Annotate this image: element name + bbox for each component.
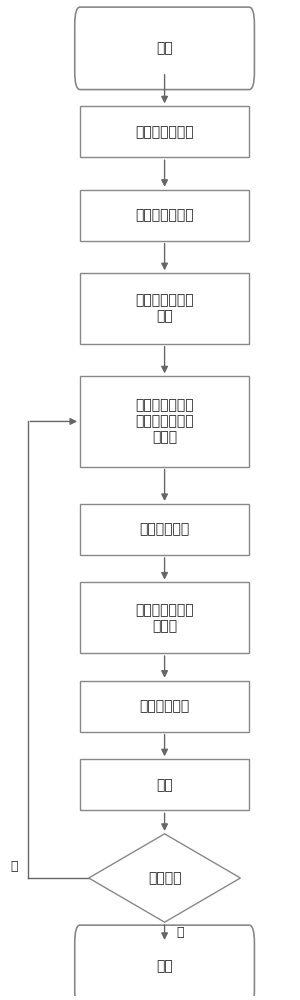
Text: 根据总势能场选
择路径: 根据总势能场选 择路径 <box>135 603 194 633</box>
Text: 导入静态势能场: 导入静态势能场 <box>135 208 194 222</box>
Text: 人物更新位置: 人物更新位置 <box>140 699 190 713</box>
Text: 初始化障碍物和
人物: 初始化障碍物和 人物 <box>135 293 194 324</box>
Bar <box>80 681 249 732</box>
Bar <box>80 504 249 555</box>
Text: 否: 否 <box>11 860 18 873</box>
FancyBboxPatch shape <box>75 7 254 90</box>
Text: 是: 是 <box>176 926 184 939</box>
Text: 结束: 结束 <box>156 959 173 973</box>
Bar <box>80 582 249 653</box>
Text: 渲染: 渲染 <box>156 778 173 792</box>
Text: 初始化图形引擎: 初始化图形引擎 <box>135 125 194 139</box>
Text: 对每个人物计算
其局部势能场及
其速度: 对每个人物计算 其局部势能场及 其速度 <box>135 398 194 445</box>
Bar <box>80 273 249 344</box>
Polygon shape <box>89 834 240 922</box>
Bar <box>80 376 249 467</box>
Text: 开始: 开始 <box>156 41 173 55</box>
Text: 生成总势能场: 生成总势能场 <box>140 522 190 536</box>
Bar <box>80 106 249 157</box>
Bar <box>80 759 249 810</box>
FancyBboxPatch shape <box>75 925 254 1000</box>
Text: 中断运行: 中断运行 <box>148 871 181 885</box>
Bar <box>80 190 249 241</box>
